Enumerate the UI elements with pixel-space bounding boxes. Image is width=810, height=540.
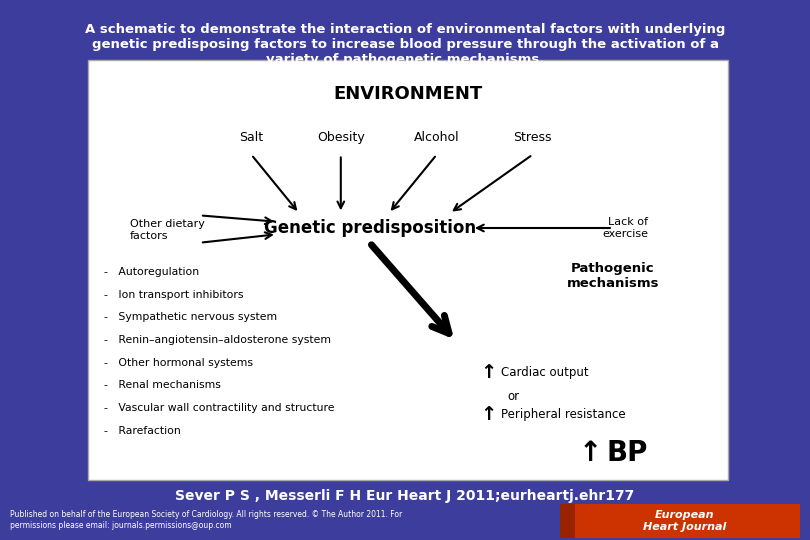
Text: European
Heart Journal: European Heart Journal [643, 510, 727, 532]
Text: or: or [508, 389, 520, 402]
Text: ENVIRONMENT: ENVIRONMENT [334, 85, 483, 103]
Text: Salt: Salt [239, 131, 263, 144]
Text: A schematic to demonstrate the interaction of environmental factors with underly: A schematic to demonstrate the interacti… [85, 23, 725, 66]
Text: ↑: ↑ [480, 363, 497, 382]
Text: Peripheral resistance: Peripheral resistance [501, 408, 625, 421]
Text: Genetic predisposition: Genetic predisposition [263, 219, 475, 237]
Text: ↑: ↑ [480, 406, 497, 424]
Text: -   Renal mechanisms: - Renal mechanisms [104, 381, 221, 390]
Text: Other dietary
factors: Other dietary factors [130, 219, 204, 241]
Text: Cardiac output: Cardiac output [501, 367, 588, 380]
Text: -   Ion transport inhibitors: - Ion transport inhibitors [104, 290, 244, 300]
Text: -   Vascular wall contractility and structure: - Vascular wall contractility and struct… [104, 403, 335, 413]
Text: -   Other hormonal systems: - Other hormonal systems [104, 358, 253, 368]
Text: Pathogenic
mechanisms: Pathogenic mechanisms [566, 262, 659, 291]
Text: -   Autoregulation: - Autoregulation [104, 267, 199, 277]
Text: ↑: ↑ [579, 438, 602, 467]
Text: BP: BP [607, 438, 648, 467]
Text: Sever P S , Messerli F H Eur Heart J 2011;eurheartj.ehr177: Sever P S , Messerli F H Eur Heart J 201… [176, 489, 634, 503]
Text: -   Renin–angiotensin–aldosterone system: - Renin–angiotensin–aldosterone system [104, 335, 331, 345]
Bar [88, 60, 728, 480]
Text: Published on behalf of the European Society of Cardiology. All rights reserved. : Published on behalf of the European Soci… [10, 510, 403, 530]
Text: Stress: Stress [514, 131, 552, 144]
Text: -   Sympathetic nervous system: - Sympathetic nervous system [104, 313, 277, 322]
Text: Obesity: Obesity [317, 131, 365, 144]
Text: Lack of
exercise: Lack of exercise [602, 217, 648, 239]
Bar [560, 504, 800, 538]
Text: -   Rarefaction: - Rarefaction [104, 426, 181, 436]
Text: Alcohol: Alcohol [414, 131, 459, 144]
Bar [560, 504, 575, 538]
